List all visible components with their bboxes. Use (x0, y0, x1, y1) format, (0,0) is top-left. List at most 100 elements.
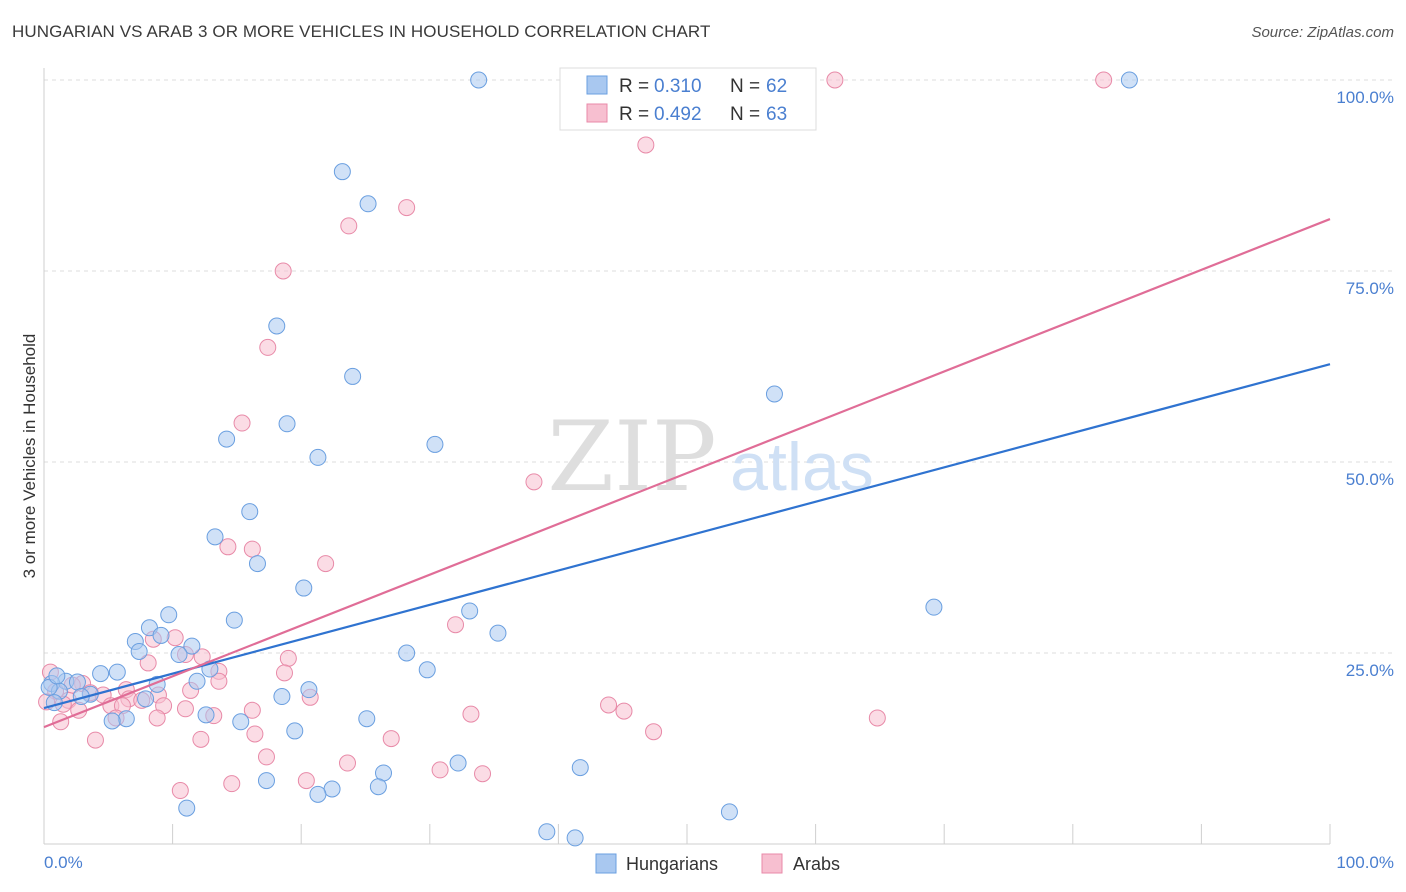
stats-legend-r-value: 0.492 (654, 104, 702, 125)
arab-point (600, 696, 618, 714)
x-axis-ticks (172, 824, 1331, 844)
hungarian-point (309, 785, 327, 803)
arab-point (338, 754, 356, 772)
hungarian-point (538, 823, 556, 841)
stats-legend-r-label: R = (619, 76, 649, 97)
hungarian-point (369, 778, 387, 796)
arab-point (275, 664, 293, 682)
arab-point (462, 705, 480, 723)
source-credit: Source: ZipAtlas.com (1251, 24, 1394, 41)
x-tick-label-min: 0.0% (44, 853, 83, 872)
hungarian-point (295, 579, 313, 597)
hungarian-point (323, 780, 341, 798)
arab-point (279, 649, 297, 667)
hungarian-point (103, 712, 121, 730)
stats-legend-n-label: N = (730, 104, 760, 125)
legend-swatch-hungarians[interactable] (595, 853, 617, 874)
arab-point (297, 772, 315, 790)
hungarian-point (925, 598, 943, 616)
hungarian-point (257, 772, 275, 790)
hungarian-point (426, 435, 444, 453)
arab-point (447, 616, 465, 634)
arab-point (868, 709, 886, 727)
hungarian-point (241, 503, 259, 521)
arab-point (166, 629, 184, 647)
hungarian-point (248, 555, 266, 573)
hungarian-point (188, 672, 206, 690)
arab-point (243, 540, 261, 558)
hungarian-point (268, 317, 286, 335)
hungarian-point (48, 667, 66, 685)
hungarian-point (359, 195, 377, 213)
hungarian-point (130, 642, 148, 660)
hungarian-point (566, 829, 584, 847)
arab-point (139, 654, 157, 672)
hungarian-point (92, 665, 110, 683)
hungarian-point (206, 528, 224, 546)
stats-legend-swatch-hungarians (586, 75, 608, 95)
hungarian-point (232, 713, 250, 731)
hungarian-point (358, 710, 376, 728)
stats-legend-n-value: 63 (766, 104, 787, 125)
arab-point (223, 775, 241, 793)
arab-point (219, 538, 237, 556)
y-tick-label: 25.0% (1346, 661, 1394, 680)
hungarian-point (449, 754, 467, 772)
watermark-zip: ZIP (547, 401, 716, 513)
hungarian-point (68, 673, 86, 691)
arab-point (431, 761, 449, 779)
arab-point (274, 262, 292, 280)
arab-point (246, 725, 264, 743)
hungarian-point (117, 710, 135, 728)
legend-swatch-arabs[interactable] (761, 853, 783, 874)
arab-point (233, 414, 251, 432)
arab-point (382, 730, 400, 748)
legend-label-arabs[interactable]: Arabs (793, 854, 840, 874)
y-tick-label: 50.0% (1346, 470, 1394, 489)
x-tick-label-max: 100.0% (1336, 853, 1394, 872)
arabs-trend-line (43, 218, 1331, 729)
arab-point (243, 701, 261, 719)
hungarian-point (152, 626, 170, 644)
hungarian-point (218, 430, 236, 448)
arab-point (340, 217, 358, 235)
arab-point (637, 136, 655, 154)
arab-point (615, 702, 633, 720)
hungarian-point (489, 624, 507, 642)
arab-point (176, 700, 194, 718)
hungarian-point (170, 646, 188, 664)
stats-legend-swatch-arabs (586, 103, 608, 123)
hungarian-point (1120, 71, 1138, 89)
hungarian-point (108, 663, 126, 681)
arab-point (317, 555, 335, 573)
hungarians-points (40, 71, 1138, 847)
hungarian-point (470, 71, 488, 89)
gridlines (44, 79, 1394, 654)
arab-point (192, 730, 210, 748)
hungarian-point (300, 681, 318, 699)
hungarian-point (333, 163, 351, 181)
hungarians-trend-line (43, 363, 1331, 710)
hungarian-point (183, 637, 201, 655)
hungarian-point (137, 690, 155, 708)
watermark: ZIP atlas (547, 401, 873, 513)
x-tick-labels: 0.0% 100.0% (44, 853, 1394, 872)
stats-legend-n-label: N = (730, 76, 760, 97)
arab-point (148, 709, 166, 727)
y-tick-label: 100.0% (1336, 88, 1394, 107)
hungarian-point (720, 803, 738, 821)
hungarian-point (461, 602, 479, 620)
hungarian-point (225, 611, 243, 629)
arab-point (259, 338, 277, 356)
chart-title: HUNGARIAN VS ARAB 3 OR MORE VEHICLES IN … (12, 22, 711, 41)
y-tick-label: 75.0% (1346, 279, 1394, 298)
arab-point (86, 731, 104, 749)
arab-point (826, 71, 844, 89)
arab-point (525, 473, 543, 491)
legend-label-hungarians[interactable]: Hungarians (626, 854, 718, 874)
hungarian-point (160, 606, 178, 624)
hungarian-point (286, 722, 304, 740)
hungarian-point (765, 385, 783, 403)
hungarian-point (418, 661, 436, 679)
